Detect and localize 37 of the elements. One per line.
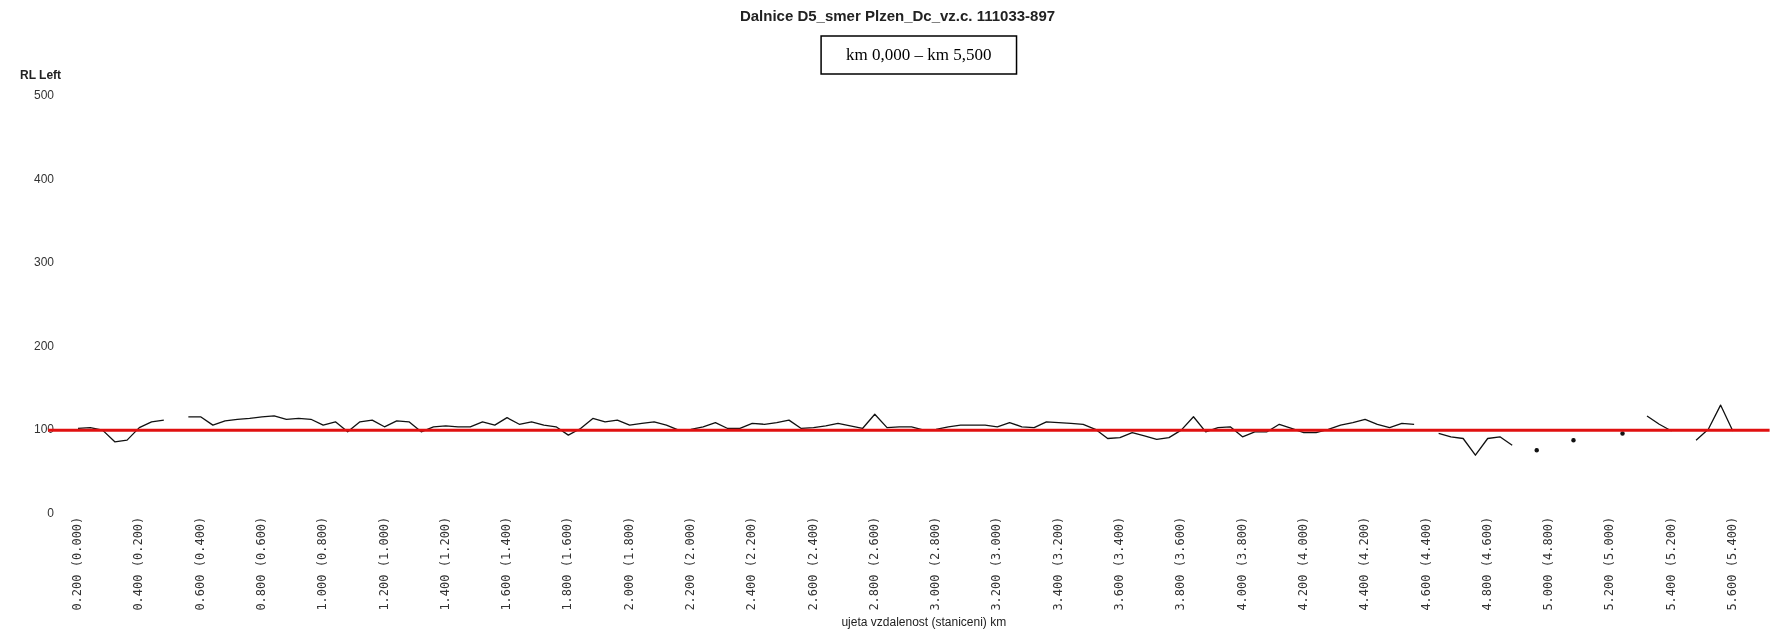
x-tick-label: 1.600 (1.400) (499, 516, 514, 611)
x-tick-label: 2.400 (2.200) (744, 516, 759, 611)
y-tick-label: 0 (47, 505, 55, 520)
y-axis-title: RL Left (20, 68, 62, 83)
x-tick-label: 4.000 (3.800) (1234, 516, 1249, 611)
x-tick-label: 4.200 (4.000) (1295, 516, 1310, 611)
x-tick-label: 2.000 (1.800) (621, 516, 636, 611)
x-tick-label: 5.200 (5.000) (1602, 516, 1617, 611)
chart-title: Dalnice D5_smer Plzen_Dc_vz.c. 111033-897 (739, 7, 1056, 25)
y-tick-label: 500 (33, 88, 55, 103)
x-tick-label: 4.800 (4.600) (1479, 516, 1494, 611)
x-tick-label: 5.600 (5.400) (1724, 516, 1739, 611)
x-tick-label: 0.200 (0.000) (70, 516, 85, 611)
x-tick-label: 0.400 (0.200) (131, 516, 146, 611)
x-tick-label: 1.000 (0.800) (315, 516, 330, 611)
x-tick-label: 3.600 (3.400) (1112, 516, 1127, 611)
x-tick-label: 3.000 (2.800) (928, 516, 943, 611)
x-tick-label: 3.200 (3.000) (989, 516, 1004, 611)
x-tick-label: 5.000 (4.800) (1541, 516, 1556, 611)
x-tick-label: 4.600 (4.400) (1418, 516, 1433, 611)
x-tick-label: 1.400 (1.200) (437, 516, 452, 611)
x-tick-label: 3.800 (3.600) (1173, 516, 1188, 611)
x-tick-label: 2.200 (2.000) (683, 516, 698, 611)
x-tick-label: 1.200 (1.000) (376, 516, 391, 611)
x-axis-title: ujeta vzdalenost (staniceni) km (841, 615, 1007, 630)
text: km 0,000 – km 5,500 (846, 45, 992, 65)
y-tick-label: 200 (33, 338, 55, 353)
x-tick-label: 5.400 (5.200) (1663, 516, 1678, 611)
y-tick-label: 300 (33, 255, 55, 270)
y-tick-label: 400 (33, 171, 55, 186)
x-tick-label: 4.400 (4.200) (1357, 516, 1372, 611)
x-tick-label: 3.400 (3.200) (1050, 516, 1065, 611)
x-tick-label: 2.600 (2.400) (805, 516, 820, 611)
x-tick-label: 2.800 (2.600) (866, 516, 881, 611)
x-tick-label: 0.800 (0.600) (254, 516, 269, 611)
x-tick-label: 1.800 (1.600) (560, 516, 575, 611)
x-tick-label: 0.600 (0.400) (192, 516, 207, 611)
